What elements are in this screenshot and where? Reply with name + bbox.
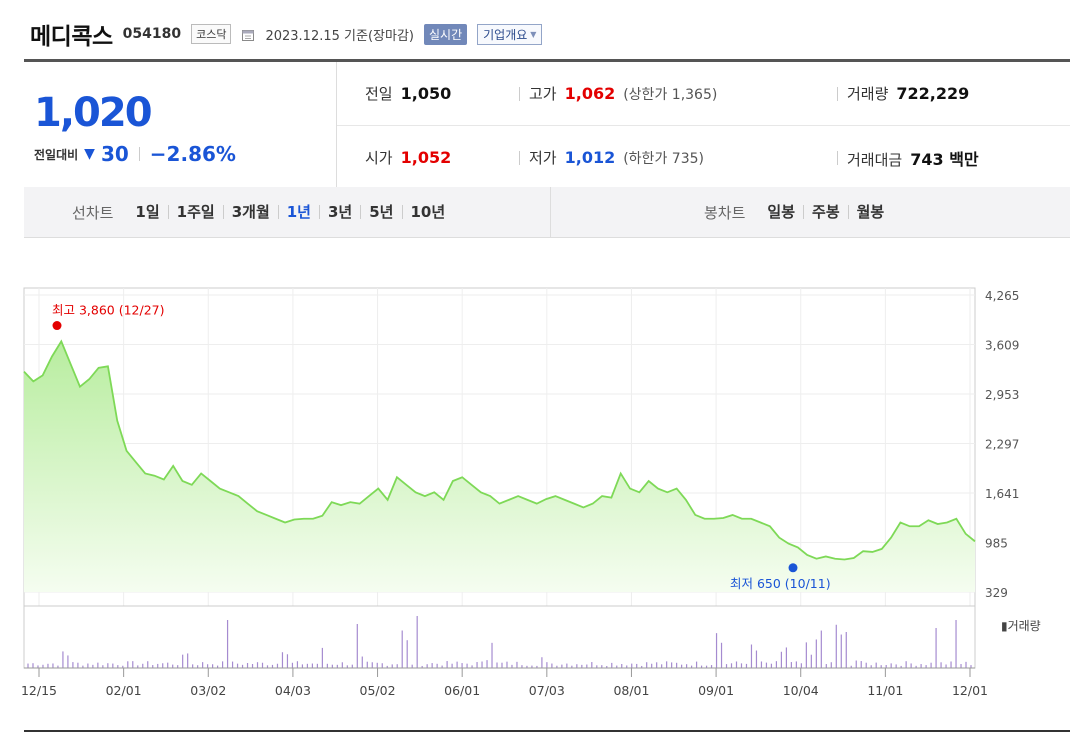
volume-stat: 거래량 722,229 [847,83,969,104]
trade-amount-value: 743 백만 [910,146,978,170]
chevron-down-icon: ▼ [530,29,537,39]
trade-amount-unit: 백만 [949,149,979,169]
line-chart-tabs: 선차트 1일 1주일 3개월 1년 3년 5년 10년 [24,187,551,237]
tab-period-1[interactable]: 1주일 [167,205,223,220]
trade-amount-number: 743 [910,149,944,169]
tab-period-2[interactable]: 3개월 [222,205,278,220]
divider [837,86,838,101]
low-value: 1,012 [564,148,616,167]
x-tick-label: 08/01 [613,683,649,698]
volume-value: 722,229 [896,84,970,103]
x-tick-label: 07/03 [529,683,565,698]
upper-limit: (상한가 1,365) [623,84,717,104]
upper-limit-label: (상한가 [623,87,668,103]
high-value: 1,062 [564,84,616,103]
chart-tabs: 선차트 1일 1주일 3개월 1년 3년 5년 10년 봉차트 일봉 주봉 월봉 [24,187,1070,238]
volume-label: ▮거래량 [1001,619,1041,633]
open-stat: 시가 1,052 [365,147,451,168]
tab-candle-0[interactable]: 일봉 [767,203,796,221]
reference-date: 2023.12.15 기준(장마감) [265,28,414,44]
prev-close-label: 전일 [365,85,393,103]
x-tick-label: 10/04 [783,683,819,698]
low-label: 저가 [529,149,557,167]
price-change: 전일대비 ▼ 30 −2.86% [34,142,236,166]
upper-limit-value: 1,365) [671,87,718,103]
tab-period-5[interactable]: 5년 [360,205,401,220]
price-stats: 전일 1,050 고가 1,062 (상한가 1,365) 거래량 722,22… [337,62,1070,190]
lower-limit-value: 735) [671,151,704,167]
price-line [23,339,976,561]
stats-row: 전일 1,050 고가 1,062 (상한가 1,365) 거래량 722,22… [337,62,1070,126]
candle-chart-title: 봉차트 [704,203,746,222]
low-marker [788,563,798,573]
stock-code: 054180 [122,26,182,42]
market-badge: 코스닥 [191,24,232,44]
price-area [24,341,975,592]
tab-period-3[interactable]: 1년 [277,205,319,220]
x-tick-label: 04/03 [275,683,311,698]
corp-overview-label: 기업개요 [483,27,528,42]
down-triangle-icon: ▼ [84,146,95,162]
open-value: 1,052 [400,148,452,167]
x-tick-label: 05/02 [360,683,396,698]
high-label: 고가 [529,85,557,103]
lower-limit: (하한가 735) [623,148,704,168]
price-chart[interactable]: 4,265 3,609 2,953 2,297 1,641 985 329 12/15 02/0… [0,240,1070,710]
y-tick-label: 2,297 [985,438,1019,452]
tab-period-0[interactable]: 1일 [135,203,160,221]
calendar-icon [241,27,255,41]
divider [519,86,520,101]
line-chart-title: 선차트 [72,203,114,222]
y-tick-label: 329 [985,586,1008,600]
high-annotation: 최고 3,860 (12/27) [52,303,165,318]
x-tick-label: 06/01 [444,683,480,698]
company-name: 메디콕스 [30,24,113,50]
trade-amount-label: 거래대금 [847,150,903,169]
y-tick-label: 4,265 [985,289,1019,303]
high-marker [52,321,62,331]
x-tick-label: 12/15 [21,683,57,698]
y-tick-label: 2,953 [985,388,1019,402]
volume-label: 거래량 [847,85,889,103]
tab-period-4[interactable]: 3년 [319,205,360,220]
price-chart-svg[interactable]: 4,265 3,609 2,953 2,297 1,641 985 329 12/15 02/0… [0,240,1070,710]
change-value: 30 [100,142,129,166]
high-stat: 고가 1,062 (상한가 1,365) [529,83,717,104]
tab-period-6[interactable]: 10년 [401,205,454,220]
candle-chart-tabs: 봉차트 일봉 주봉 월봉 [704,187,892,237]
low-stat: 저가 1,012 (하한가 735) [529,147,704,168]
x-tick-label: 02/01 [106,683,142,698]
change-percent: −2.86% [149,142,236,166]
x-tick-label: 03/02 [190,683,226,698]
trade-amount-stat: 거래대금 743 백만 [847,146,979,170]
prev-close-value: 1,050 [400,84,452,103]
current-price-box: 1,020 전일대비 ▼ 30 −2.86% [24,62,337,190]
price-summary: 1,020 전일대비 ▼ 30 −2.86% 전일 1,050 고가 1,062… [24,59,1070,191]
tab-candle-2[interactable]: 월봉 [847,205,893,220]
lower-limit-label: (하한가 [623,151,668,167]
y-tick-label: 1,641 [985,487,1019,501]
y-tick-label: 985 [985,537,1008,551]
corp-overview-button[interactable]: 기업개요 ▼ [477,23,543,45]
stock-header: 메디콕스 054180 코스닥 2023.12.15 기준(장마감) 실시간 기… [30,14,543,54]
low-annotation: 최저 650 (10/11) [730,576,831,591]
y-tick-label: 3,609 [985,339,1019,353]
x-tick-label: 12/01 [952,683,988,698]
realtime-button[interactable]: 실시간 [423,23,468,45]
x-tick-label: 09/01 [698,683,734,698]
open-label: 시가 [365,149,393,167]
divider [138,147,140,161]
tab-candle-1[interactable]: 주봉 [803,205,848,220]
stats-row: 시가 1,052 저가 1,012 (하한가 735) 거래대금 743 백만 [337,126,1070,189]
divider [837,150,838,165]
prev-close-stat: 전일 1,050 [365,83,451,104]
change-label: 전일대비 [34,147,79,162]
current-price: 1,020 [34,90,153,136]
volume-frame [23,605,976,669]
divider [519,150,520,165]
divider [24,730,1070,732]
x-tick-label: 11/01 [867,683,903,698]
